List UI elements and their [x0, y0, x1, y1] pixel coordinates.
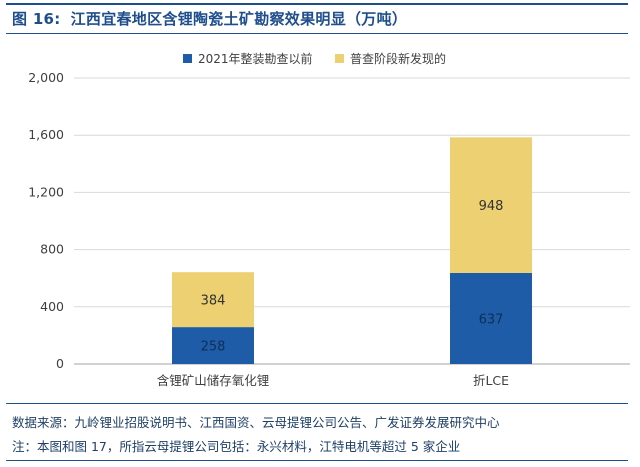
bar-segment [172, 272, 254, 328]
top-rule [6, 3, 628, 5]
data-label: 948 [479, 199, 504, 214]
y-tick-label: 0 [56, 356, 64, 371]
legend-label: 2021年整装勘查以前 [198, 51, 313, 66]
y-tick-label: 800 [40, 242, 64, 257]
figure-label: 图 16: [12, 10, 61, 28]
footnote: 注：本图和图 17，所指云母提锂公司包括：永兴材料，江特电机等超过 5 家企业 [12, 439, 461, 454]
bottom-rule [6, 460, 628, 461]
bar-segment [450, 137, 532, 273]
bar-segment [172, 327, 254, 364]
figure-title: 图 16: 江西宜春地区含锂陶瓷土矿勘察效果明显（万吨） [12, 8, 407, 29]
data-label: 384 [201, 294, 226, 309]
data-label: 258 [201, 340, 226, 355]
legend-label: 普查阶段新发现的 [350, 51, 446, 66]
y-tick-label: 1,600 [28, 127, 64, 142]
bar-segment [450, 272, 532, 364]
x-tick-label: 折LCE [473, 373, 509, 388]
legend-swatch [183, 54, 192, 63]
notes-rule [6, 403, 628, 404]
source-note: 数据来源：九岭锂业招股说明书、江西国资、云母提锂公司公告、广发证券发展研究中心 [12, 415, 500, 430]
title-rule [6, 33, 628, 34]
x-tick-label: 含锂矿山储存氧化锂 [157, 373, 270, 388]
y-tick-label: 1,200 [28, 184, 64, 199]
figure-title-text: 江西宜春地区含锂陶瓷土矿勘察效果明显（万吨） [70, 10, 408, 28]
y-tick-label: 400 [40, 299, 64, 314]
data-label: 637 [479, 312, 504, 327]
y-tick-label: 2,000 [28, 70, 64, 85]
legend-swatch [335, 54, 344, 63]
